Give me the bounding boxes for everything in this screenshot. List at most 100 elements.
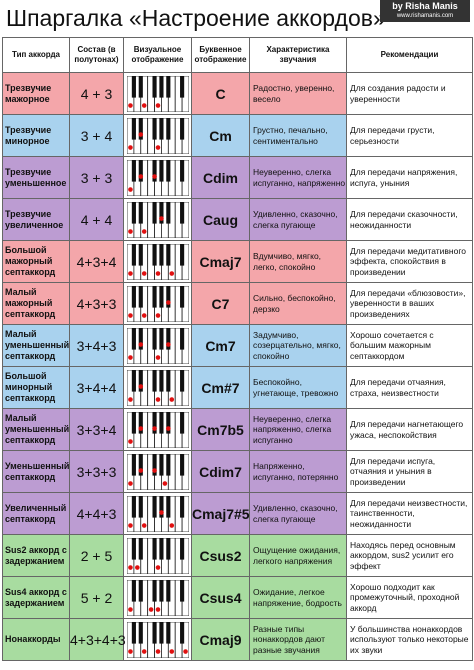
note-marker: [168, 396, 174, 402]
chord-type: Уменьшенный септаккорд: [2, 450, 70, 493]
piano-keyboard-icon: [126, 537, 189, 574]
chord-symbol: Cmaj9: [191, 618, 250, 661]
keyboard-cell: [123, 618, 192, 661]
black-key: [179, 243, 184, 266]
table-row: Трезвучие уменьшенное 3 + 3 Cdim Неуверенно…: [2, 156, 473, 199]
chord-recommendation: Для передачи медитативного эффекта, спок…: [346, 240, 473, 283]
black-key: [131, 453, 136, 476]
note-marker: [155, 396, 160, 402]
black-key: [151, 159, 157, 182]
piano-keyboard-icon: [126, 369, 189, 406]
black-key: [165, 411, 170, 434]
black-key: [165, 159, 170, 182]
chord-recommendation: Находясь перед основным аккордом, sus2 у…: [346, 534, 473, 577]
black-key: [131, 285, 136, 308]
table-row: Увеличенный септаккорд 4+4+3 Cmaj7#5 Удивле…: [2, 492, 473, 535]
keyboard-cell: [123, 114, 192, 157]
table-row: Sus2 аккорд с задержанием 2 + 5 Csus2 Ощуще…: [2, 534, 473, 577]
black-key: [165, 537, 170, 560]
black-key: [158, 159, 164, 182]
note-marker: [127, 144, 133, 150]
note-marker: [155, 312, 160, 318]
chord-composition: 3+3+3: [69, 450, 124, 493]
keyboard-cell: [123, 240, 192, 283]
black-key: [179, 537, 184, 560]
black-key: [151, 327, 157, 350]
chord-symbol: Cm#7: [191, 366, 250, 409]
black-key: [165, 243, 170, 266]
chord-composition: 2 + 5: [69, 534, 124, 577]
note-marker: [127, 606, 133, 612]
note-marker: [127, 396, 133, 402]
black-key: [151, 285, 157, 308]
chord-recommendation: Для передачи испуга, отчаяния и уныния в…: [346, 450, 473, 493]
black-key: [138, 117, 143, 140]
note-marker: [127, 522, 133, 528]
page-title: Шпаргалка «Настроение аккордов»: [6, 5, 386, 31]
chord-recommendation: Для передачи нагнетающего ужаса, неспоко…: [346, 408, 473, 451]
col-recommendation-header: Рекомендации: [346, 37, 473, 73]
note-marker: [155, 648, 160, 654]
black-key: [138, 327, 143, 350]
note-marker: [158, 215, 164, 221]
chord-character: Грустно, печально, сентиментально: [249, 114, 347, 157]
chord-composition: 4+3+4: [69, 240, 124, 283]
col-visual-header: Визуальное отображение: [123, 37, 192, 73]
table-row: Большой минорный септаккорд 3+4+4 Cm#7 Бесп…: [2, 366, 473, 409]
chord-composition: 4+3+3: [69, 282, 124, 325]
black-key: [138, 579, 143, 602]
note-marker: [151, 425, 157, 431]
note-marker: [141, 228, 147, 234]
black-key: [179, 201, 184, 224]
chord-type: Sus2 аккорд с задержанием: [2, 534, 70, 577]
chord-symbol: Cmaj7#5: [191, 492, 250, 535]
chord-recommendation: Для передачи грусти, серьезности: [346, 114, 473, 157]
chord-composition: 3 + 4: [69, 114, 124, 157]
chord-composition: 3 + 3: [69, 156, 124, 199]
black-key: [138, 537, 143, 560]
chord-symbol: Cm7b5: [191, 408, 250, 451]
table-row: Уменьшенный септаккорд 3+3+3 Cdim7 Напряжен…: [2, 450, 473, 493]
note-marker: [127, 354, 133, 360]
table-row: Малый мажорный септаккорд 4+3+3 C7 Сильно, …: [2, 282, 473, 325]
table-row: Sus4 аккорд с задержанием 5 + 2 Csus4 Ожида…: [2, 576, 473, 619]
note-marker: [151, 173, 157, 179]
black-key: [138, 201, 143, 224]
note-marker: [158, 509, 164, 515]
note-marker: [127, 438, 133, 444]
note-marker: [155, 606, 160, 612]
black-key: [131, 369, 136, 392]
chord-character: Вдумчиво, мягко, легко, спокойно: [249, 240, 347, 283]
black-key: [131, 159, 136, 182]
black-key: [165, 579, 170, 602]
table-body: Трезвучие мажорное 4 + 3 C Радостно, уверен…: [2, 72, 473, 661]
black-key: [138, 285, 143, 308]
chord-recommendation: Для создания радости и уверенности: [346, 72, 473, 115]
note-marker: [127, 564, 133, 570]
black-key: [165, 495, 170, 518]
black-key: [179, 159, 184, 182]
chord-character: Удивленно, сказочно, слегка пугающе: [249, 492, 347, 535]
chord-symbol: C: [191, 72, 250, 115]
chord-type: Sus4 аккорд с задержанием: [2, 576, 70, 619]
black-key: [165, 621, 170, 644]
chord-recommendation: Хорошо подходит как промежуточный, прохо…: [346, 576, 473, 619]
chord-table: Тип аккорда Состав (в полутонах) Визуаль…: [2, 37, 473, 661]
piano-keyboard-icon: [126, 495, 189, 532]
chord-type: Малый уменьшенный септаккорд: [2, 324, 70, 367]
keyboard-cell: [123, 282, 192, 325]
col-composition-header: Состав (в полутонах): [69, 37, 124, 73]
black-key: [158, 243, 164, 266]
note-marker: [141, 102, 147, 108]
piano-keyboard-icon: [126, 201, 189, 238]
note-marker: [141, 270, 147, 276]
chord-symbol: Cdim: [191, 156, 250, 199]
piano-keyboard-icon: [126, 621, 189, 658]
black-key: [158, 537, 164, 560]
note-marker: [155, 102, 160, 108]
black-key: [158, 621, 164, 644]
black-key: [138, 369, 143, 392]
black-key: [138, 243, 143, 266]
black-key: [158, 411, 164, 434]
